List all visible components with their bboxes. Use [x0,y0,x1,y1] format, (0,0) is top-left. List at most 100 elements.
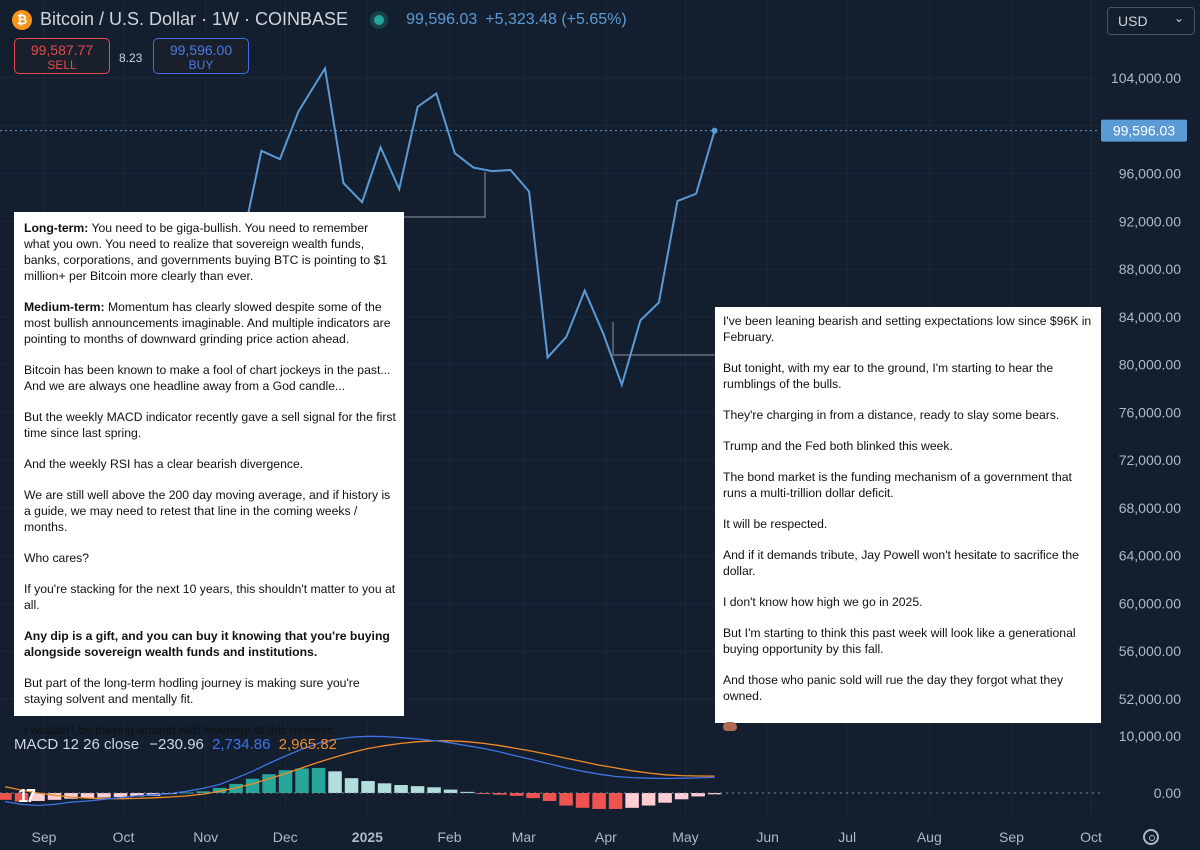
note-text: And those who panic sold will rue the da… [723,673,1064,703]
histogram-bar [64,793,78,799]
histogram-bar [245,778,260,793]
sell-button[interactable]: 99,587.77 SELL [14,38,110,74]
note-text: I don't know how high we go in 2025. [723,595,923,609]
price-tick-label: 104,000.00 [1111,70,1181,86]
histogram-bar [707,793,722,795]
histogram-bar [443,789,458,793]
histogram-bar [344,778,359,793]
symbol-title[interactable]: Bitcoin / U.S. Dollar · 1W · COINBASE [40,9,349,29]
note-text: They're charging in from a distance, rea… [723,408,1060,422]
price-tick-label: 84,000.00 [1119,309,1181,325]
buy-price: 99,596.00 [169,42,233,58]
histogram-bar [377,783,392,793]
note-text: It will be respected. [723,517,828,531]
last-price-label: 99,596.03 [1101,119,1187,142]
macd-line-value: 2,734.86 [212,736,271,753]
note-long-term[interactable]: Long-term: You need to be giga-bullish. … [14,212,404,737]
time-axis: Sep Oct Nov Dec 2025 Feb Mar Apr May Jun Jul Aug Sep… [32,829,1102,845]
note-paragraph: Any dip is a gift, and you can buy it kn… [24,628,396,660]
last-price-dot [711,127,718,134]
macd-axis: 10,000.00 0.00 [1119,728,1182,801]
settings-icon[interactable] [1143,829,1159,845]
note-bullish-turn[interactable]: I've been leaning bearish and setting ex… [715,307,1101,731]
histogram-bar [608,793,623,809]
histogram-bar [361,781,375,793]
time-tick-label: Sep [32,829,57,845]
time-tick-label: Oct [113,829,135,845]
histogram-bar [674,793,689,800]
note-paragraph: It will be respected. [723,516,1093,532]
macd-signal-value: 2,965.82 [278,736,337,753]
note-paragraph: And those who panic sold will rue the da… [723,672,1093,704]
note-text: I've been leaning bearish and setting ex… [723,314,1092,344]
macd-tick-label: 0.00 [1154,785,1181,801]
histogram-bar [97,793,111,798]
note-paragraph: But part of the long-term hodling journe… [24,675,396,707]
time-tick-label: Dec [273,829,298,845]
histogram-bar [509,793,524,796]
buy-button[interactable]: 99,596.00 BUY [153,38,249,74]
histogram-bar [493,793,507,795]
note-text: But part of the long-term hodling journe… [24,676,360,706]
note-paragraph: Long-term: You need to be giga-bullish. … [24,220,396,284]
price-tick-label: 80,000.00 [1119,357,1181,373]
note-paragraph: Medium-term: Momentum has clearly slowed… [24,299,396,347]
price-tick-label: 64,000.00 [1119,548,1181,564]
price-axis: 104,000.00100,000.0096,000.0092,000.0088… [1111,70,1181,707]
histogram-bar [410,786,425,793]
macd-line [4,735,715,807]
note-paragraph: I've been leaning bearish and setting ex… [723,313,1093,345]
note-paragraph: We are still well above the 200 day movi… [24,487,396,535]
time-tick-label: Oct [1080,829,1102,845]
histogram-bar [394,785,408,793]
note-text: You need to be giga-bullish. You need to… [24,221,388,283]
currency-select[interactable]: USD ⌄ [1107,7,1195,35]
time-tick-label: Aug [917,829,942,845]
histogram-bar [31,793,45,801]
note-bold-text: Long-term: [24,221,89,235]
note-paragraph: I wouldn't be playing around with levera… [24,722,396,738]
note-text: But I'm starting to think this past week… [723,626,1076,656]
bitcoin-icon: ₿ [12,9,32,30]
note-text: I wouldn't be playing around with levera… [24,723,338,737]
note-text: And the weekly RSI has a clear bearish d… [24,457,304,471]
histogram-bar [196,791,210,793]
note-paragraph: I don't know how high we go in 2025. [723,594,1093,610]
note-paragraph: If you're stacking for the next 10 years… [24,581,396,613]
last-price-tag [1101,119,1187,142]
histogram-bar [526,793,540,799]
histogram-bar [295,768,309,793]
macd-legend[interactable]: MACD 12 26 close −230.96 2,734.86 2,965.… [14,736,337,753]
price-tick-label: 92,000.00 [1119,213,1181,229]
note-paragraph: And the weekly RSI has a clear bearish d… [24,456,396,472]
histogram-bar [460,791,474,793]
macd-tick-label: 10,000.00 [1119,728,1181,744]
histogram-bar [625,793,639,808]
note-paragraph: Who cares? [24,550,396,566]
histogram-bar [592,793,606,809]
time-tick-label: Jun [756,829,779,845]
note-text: Who cares? [24,551,90,565]
price-tick-label: 88,000.00 [1119,261,1181,277]
note-text: Momentum has clearly slowed despite some… [24,300,391,346]
time-tick-label: Feb [437,829,461,845]
time-tick-label: Jul [838,829,856,845]
histogram-bar [130,793,144,797]
price-tick-label: 76,000.00 [1119,404,1181,420]
note-text: But tonight, with my ear to the ground, … [723,361,1054,391]
connector-line [404,172,486,218]
note-paragraph: And if it demands tribute, Jay Powell wo… [723,547,1093,579]
time-tick-label: Mar [512,829,536,845]
price-tick-label: 72,000.00 [1119,452,1181,468]
note-text: The bond market is the funding mechanism… [723,470,1072,500]
note-paragraph: But tonight, with my ear to the ground, … [723,360,1093,392]
note-text: But the weekly MACD indicator recently g… [24,410,396,440]
price-tick-label: 68,000.00 [1119,500,1181,516]
pig-icon [723,722,737,731]
time-tick-label: Nov [193,829,218,845]
price-tick-label: 56,000.00 [1119,643,1181,659]
histogram-bar [47,793,62,800]
tradingview-logo-icon[interactable]: 17 [18,786,36,806]
connector-line [612,322,715,356]
histogram-bar [641,793,656,806]
